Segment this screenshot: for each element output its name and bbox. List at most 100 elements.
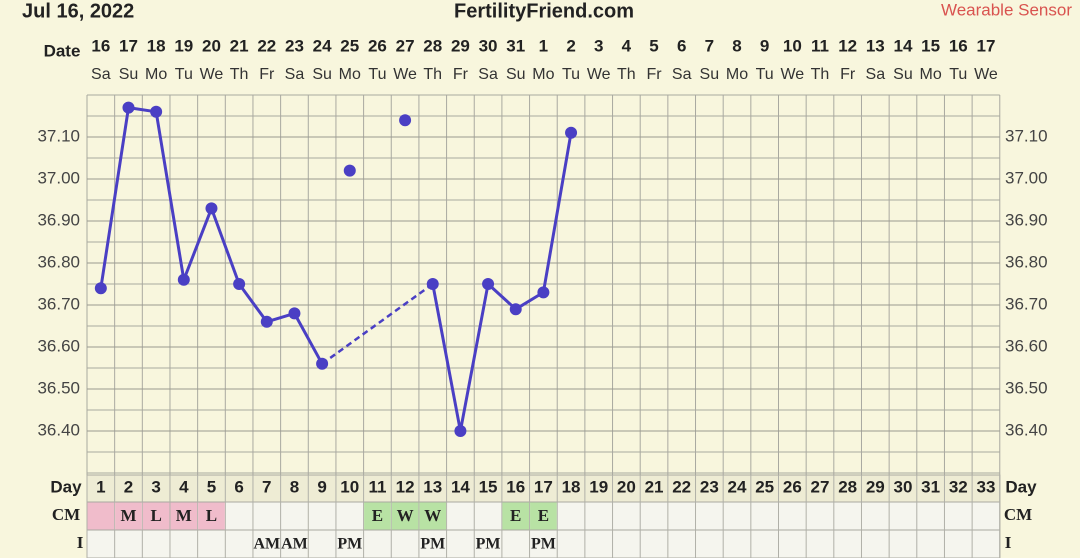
weekday-label: Tu	[756, 66, 774, 83]
i-row-label: I	[77, 533, 84, 552]
weekday-label: Su	[312, 66, 332, 83]
weekday-label: Th	[230, 66, 249, 83]
date-label: 20	[202, 36, 221, 55]
intercourse-label: PM	[476, 536, 501, 553]
y-tick-label: 37.10	[37, 126, 80, 145]
temperature-point	[205, 202, 218, 215]
weekday-label: We	[780, 66, 804, 83]
x-tick-label: 12	[396, 477, 415, 496]
temperature-point	[426, 278, 439, 290]
date-label: 17	[976, 36, 995, 55]
date-label: 28	[423, 36, 442, 55]
intercourse-label: PM	[337, 536, 362, 553]
cm-cell	[87, 502, 115, 530]
date-label: 16	[949, 36, 968, 55]
x-tick-label: 15	[479, 477, 498, 496]
x-tick-label: 32	[949, 477, 968, 496]
x-tick-label: 11	[368, 477, 386, 496]
weekday-label: Mo	[339, 66, 361, 83]
date-label: 25	[340, 36, 359, 55]
weekday-label: Su	[893, 66, 913, 83]
cm-cell	[419, 502, 447, 530]
weekday-label: Tu	[562, 66, 580, 83]
y-tick-label: 36.90	[1005, 210, 1048, 229]
cm-label: E	[510, 506, 521, 525]
y-tick-label: 36.70	[1005, 294, 1048, 313]
site-name: FertilityFriend.com	[454, 0, 634, 22]
date-label: 26	[368, 36, 387, 55]
weekday-label: We	[200, 66, 224, 83]
weekday-label: Th	[811, 66, 830, 83]
date-label: 6	[677, 36, 686, 55]
cm-label: W	[397, 506, 414, 525]
x-tick-label: 1	[96, 477, 105, 496]
weekday-label: Mo	[145, 66, 167, 83]
date-label: 15	[921, 36, 940, 55]
date-label: 24	[313, 36, 332, 55]
temperature-point	[233, 278, 246, 290]
date-label: 4	[622, 36, 632, 55]
weekday-label: Sa	[866, 66, 886, 83]
x-tick-label: 4	[179, 477, 189, 496]
weekday-label: We	[393, 66, 417, 83]
date-label: 16	[91, 36, 110, 55]
date-label: 11	[811, 36, 829, 55]
weekday-label: Tu	[949, 66, 967, 83]
cm-cell	[170, 502, 198, 530]
intercourse-label: PM	[531, 536, 556, 553]
cm-cell	[115, 502, 142, 530]
cm-cell	[391, 502, 419, 530]
x-tick-label: 6	[234, 477, 243, 496]
date-label: 30	[479, 36, 498, 55]
x-tick-label: 10	[340, 477, 359, 496]
x-tick-label: 26	[783, 477, 802, 496]
weekday-label: Su	[506, 66, 526, 83]
date-label: 31	[506, 36, 525, 55]
y-tick-label: 36.70	[37, 294, 80, 313]
day-row-label: Day	[1005, 477, 1037, 496]
cm-row-label: CM	[1004, 505, 1032, 524]
weekday-label: We	[587, 66, 611, 83]
date-label: 23	[285, 36, 304, 55]
temperature-point	[454, 425, 467, 437]
y-tick-label: 36.90	[37, 210, 80, 229]
x-tick-label: 2	[124, 477, 133, 496]
intercourse-label: AM	[281, 536, 308, 553]
weekday-label: We	[974, 66, 998, 83]
date-row-label: Date	[44, 41, 81, 60]
date-label: 21	[230, 36, 249, 55]
x-tick-label: 7	[262, 477, 271, 496]
x-tick-label: 28	[838, 477, 857, 496]
x-tick-label: 24	[728, 477, 747, 496]
y-tick-label: 36.50	[37, 378, 80, 397]
x-tick-label: 27	[811, 477, 830, 496]
temperature-point	[316, 357, 329, 370]
chart-date: Jul 16, 2022	[22, 0, 134, 22]
cm-label: M	[120, 506, 136, 525]
cm-cell	[198, 502, 225, 530]
temperature-point	[288, 307, 301, 320]
weekday-label: Mo	[532, 66, 554, 83]
date-label: 8	[732, 36, 741, 55]
temperature-point	[94, 282, 107, 295]
weekday-label: Th	[423, 66, 442, 83]
weekday-label: Su	[119, 66, 139, 83]
x-tick-label: 25	[755, 477, 774, 496]
temperature-point	[482, 278, 495, 290]
date-label: 14	[894, 36, 913, 55]
date-label: 10	[783, 36, 802, 55]
temperature-point	[509, 303, 522, 316]
cm-label: L	[206, 506, 217, 525]
x-tick-label: 22	[672, 477, 691, 496]
y-tick-label: 36.50	[1005, 378, 1048, 397]
weekday-label: Mo	[726, 66, 748, 83]
y-tick-label: 37.00	[37, 168, 80, 187]
weekday-label: Fr	[453, 66, 469, 83]
x-tick-label: 21	[645, 477, 664, 496]
cm-label: M	[176, 506, 192, 525]
temperature-point	[343, 164, 356, 177]
date-label: 17	[119, 36, 138, 55]
date-label: 9	[760, 36, 769, 55]
weekday-label: Sa	[285, 66, 305, 83]
